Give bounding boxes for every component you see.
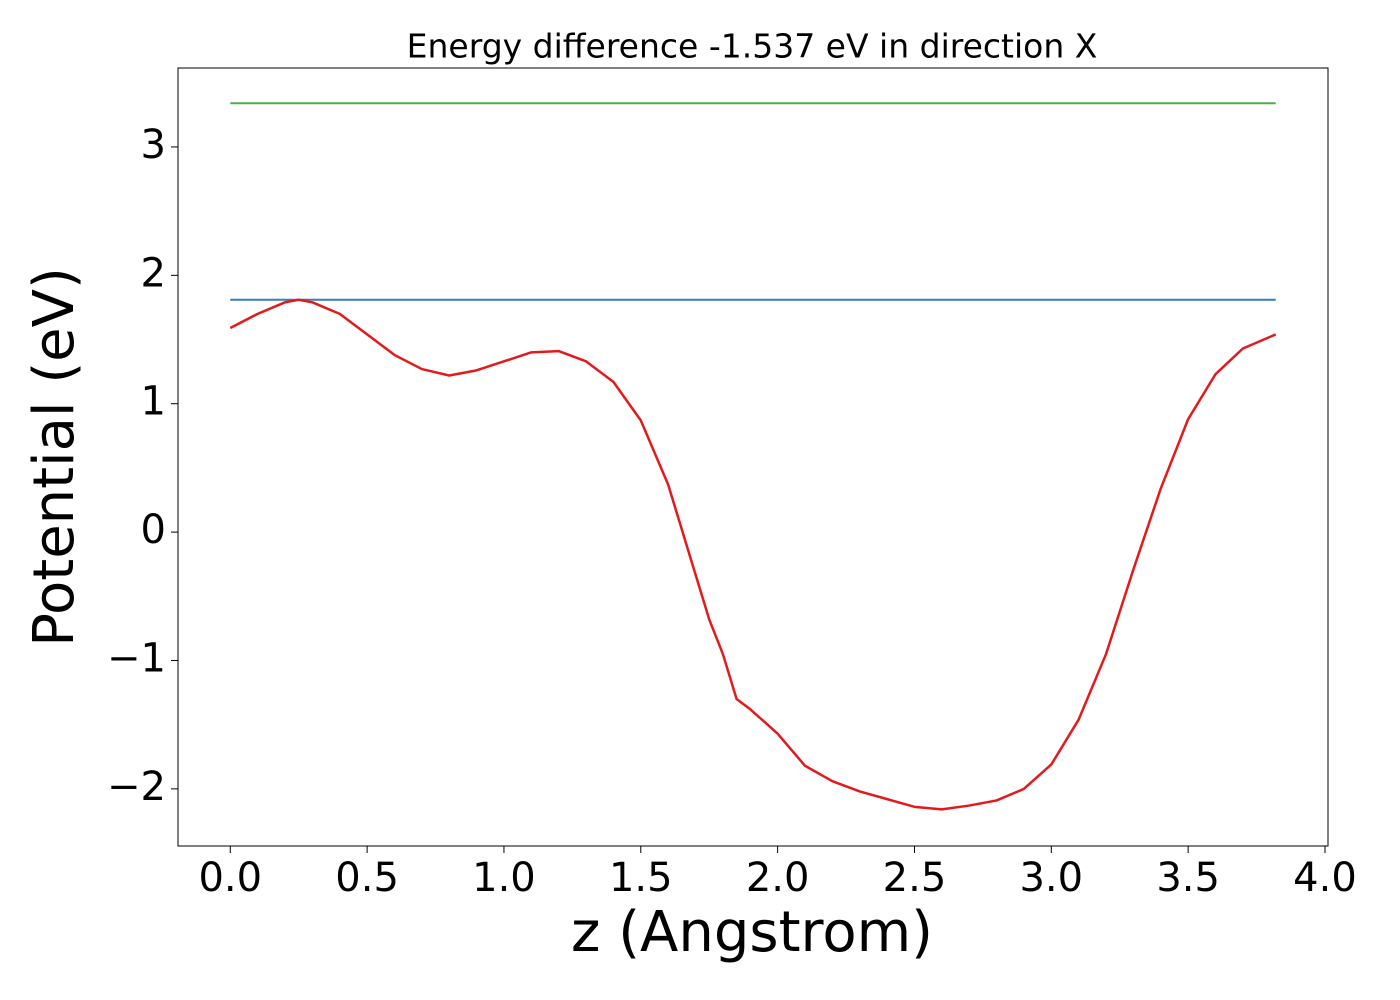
y-axis-label: Potential (eV) xyxy=(22,267,87,647)
y-tick-label: 3 xyxy=(141,122,166,168)
chart-title: Energy difference -1.537 eV in direction… xyxy=(407,27,1098,66)
y-tick-label: 0 xyxy=(141,507,166,553)
x-axis-label: z (Angstrom) xyxy=(571,900,933,965)
x-tick-label: 0.5 xyxy=(335,855,399,901)
x-tick-label: 2.5 xyxy=(883,855,947,901)
plot-frame xyxy=(177,67,1329,847)
y-tick-label: 2 xyxy=(141,250,166,296)
data-line xyxy=(229,298,1277,811)
y-tick-label: −2 xyxy=(107,764,166,810)
x-tick-label: 1.5 xyxy=(609,855,673,901)
x-tick-label: 4.0 xyxy=(1293,855,1357,901)
y-tick-label: −1 xyxy=(107,635,166,681)
x-tick-label: 3.0 xyxy=(1019,855,1083,901)
x-tick-label: 1.0 xyxy=(472,855,536,901)
x-tick-label: 0.0 xyxy=(198,855,262,901)
y-tick-label: 1 xyxy=(141,379,166,425)
x-tick-label: 2.0 xyxy=(746,855,810,901)
x-tick-label: 3.5 xyxy=(1156,855,1220,901)
